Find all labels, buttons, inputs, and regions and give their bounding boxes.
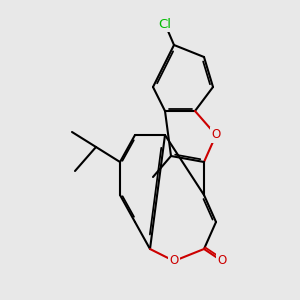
Text: O: O: [212, 128, 220, 142]
Text: Cl: Cl: [158, 17, 172, 31]
Text: O: O: [169, 254, 178, 268]
Text: O: O: [218, 254, 226, 268]
